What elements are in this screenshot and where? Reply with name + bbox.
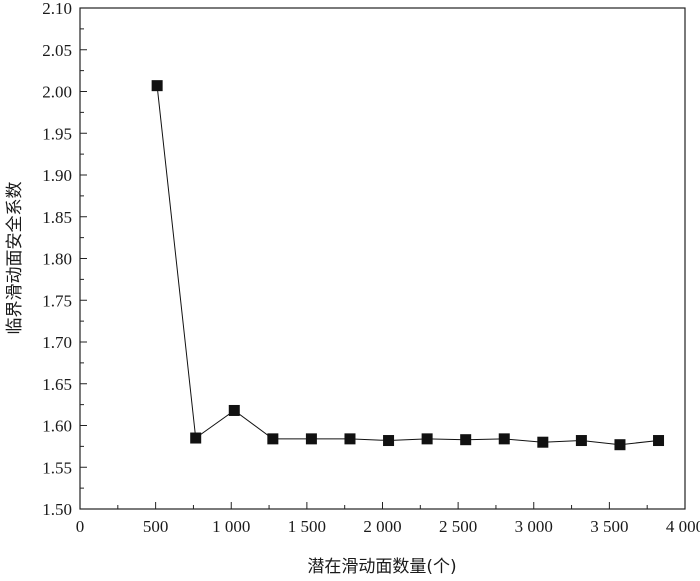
x-tick-label: 0 [76,517,85,536]
x-tick-label: 2 000 [363,517,401,536]
data-point-marker [190,432,202,444]
data-point-marker [151,80,163,92]
plot-area-frame [79,7,686,510]
data-point-marker [344,433,356,445]
x-tick-label: 2 500 [439,517,477,536]
series-markers [151,80,665,451]
y-tick-label: 1.55 [42,458,72,477]
data-point-marker [460,434,472,446]
x-tick-label: 500 [143,517,169,536]
y-tick-label: 2.05 [42,41,72,60]
data-point-marker [575,435,587,447]
data-point-marker [383,435,395,447]
x-tick-label: 3 000 [515,517,553,536]
y-tick-label: 1.90 [42,166,72,185]
data-point-marker [653,435,665,447]
y-tick-label: 1.65 [42,375,72,394]
y-tick-label: 1.70 [42,333,72,352]
y-tick-label: 2.10 [42,0,72,18]
x-tick-label: 1 500 [288,517,326,536]
x-tick-label: 3 500 [590,517,628,536]
y-tick-label: 1.60 [42,417,72,436]
y-axis-title: 临界滑动面安全系数 [5,182,25,335]
series-line [156,85,659,446]
y-tick-label: 2.00 [42,83,72,102]
x-axis-title: 潜在滑动面数量(个) [307,557,456,577]
y-tick-label: 1.85 [42,208,72,227]
data-point-marker [537,436,549,448]
y-tick-label: 1.75 [42,291,72,310]
x-tick-label: 1 000 [212,517,250,536]
data-point-marker [614,439,626,451]
data-point-marker [421,433,433,445]
data-point-marker [267,433,279,445]
data-point-marker [228,404,240,416]
y-tick-label: 1.50 [42,500,72,519]
axis-ticks [79,7,686,510]
data-point-marker [305,433,317,445]
y-tick-label: 1.95 [42,124,72,143]
axis-tick-labels: 1.50 1.55 1.60 1.65 1.70 1.75 1.80 1.85 1.90 1.95… [42,0,700,536]
x-tick-label: 4 000 [666,517,700,536]
data-point-marker [498,433,510,445]
y-tick-label: 1.80 [42,250,72,269]
